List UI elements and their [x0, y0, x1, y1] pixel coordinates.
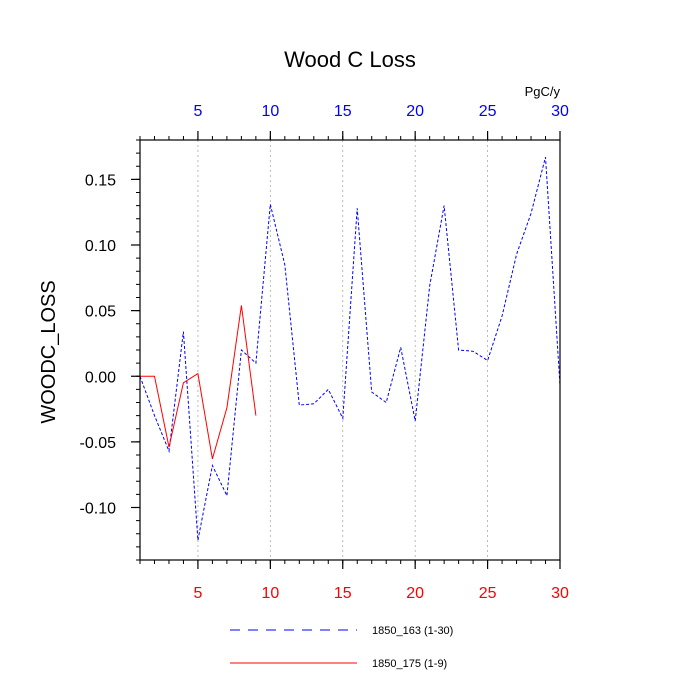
series-line-2 — [140, 305, 257, 460]
y-tick-label: 0.00 — [85, 369, 116, 386]
legend-label-2: 1850_175 (1-9) — [372, 658, 447, 670]
chart-title: Wood C Loss — [284, 47, 416, 72]
series-group — [139, 156, 561, 541]
x-tick-label-top: 30 — [551, 103, 569, 120]
grid-lines — [197, 140, 488, 560]
legend-label-1: 1850_163 (1-30) — [372, 625, 453, 637]
units-label: PgC/y — [525, 84, 561, 99]
plot-frame — [139, 139, 561, 561]
x-tick-label-bottom: 5 — [193, 585, 202, 602]
y-axis-label: WOODC_LOSS — [38, 280, 60, 423]
x-tick-label-top: 15 — [334, 103, 352, 120]
x-tick-label-bottom: 30 — [551, 585, 569, 602]
y-tick-label: -0.05 — [80, 435, 117, 452]
legend: 1850_163 (1-30) 1850_175 (1-9) — [230, 625, 453, 670]
x-tick-label-bottom: 20 — [406, 585, 424, 602]
x-tick-label-top: 10 — [261, 103, 279, 120]
y-tick-label: 0.05 — [85, 304, 116, 321]
x-tick-label-top: 20 — [406, 103, 424, 120]
y-tick-label: 0.10 — [85, 238, 116, 255]
x-tick-label-bottom: 15 — [334, 585, 352, 602]
series-line-1 — [139, 156, 561, 541]
axis-ticks: 5 10 15 20 25 30 5 10 15 20 25 30 -0.10 -0.05 0.00 0.05… — [80, 103, 569, 602]
x-tick-label-top: 25 — [479, 103, 497, 120]
x-tick-label-top: 5 — [193, 103, 202, 120]
x-tick-label-bottom: 25 — [479, 585, 497, 602]
y-tick-label: -0.10 — [80, 501, 117, 518]
y-tick-label: 0.15 — [85, 172, 116, 189]
x-tick-label-bottom: 10 — [261, 585, 279, 602]
